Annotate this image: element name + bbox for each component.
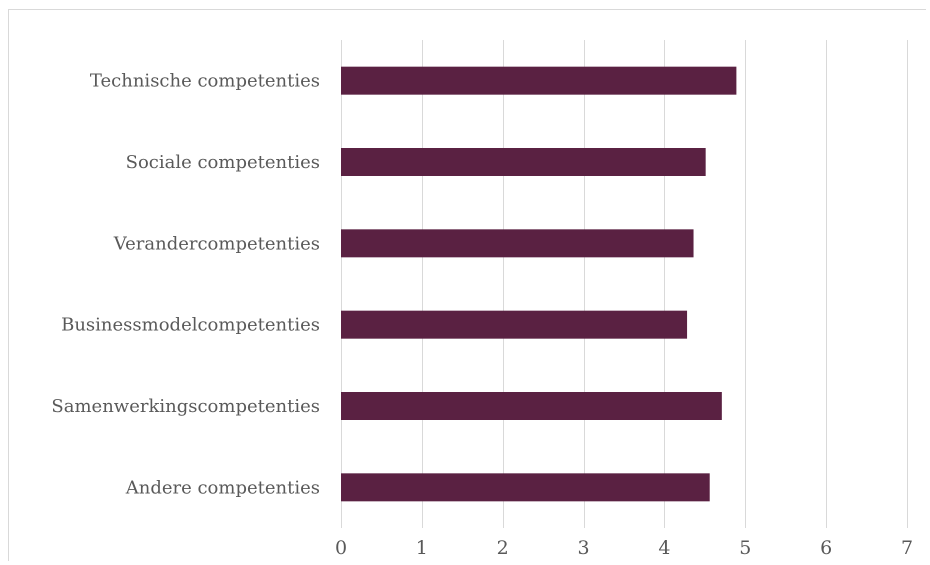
category-label-2: Sociale competenties (126, 152, 320, 173)
x-tick-label-4: 4 (658, 537, 670, 559)
bar-2 (341, 148, 706, 176)
category-label-5: Samenwerkingscompetenties (51, 396, 320, 417)
bar-1 (341, 66, 737, 95)
bar-4 (341, 310, 688, 339)
category-label-6: Andere competenties (125, 477, 320, 498)
x-tick-label-2: 2 (497, 537, 509, 559)
bar-5 (341, 392, 722, 420)
x-axis-tick-labels: 0 1 2 3 4 5 6 7 (335, 537, 913, 559)
bars (341, 66, 737, 502)
category-labels: Technische competenties Sociale competent… (51, 71, 320, 499)
category-label-4: Businessmodelcompetenties (61, 315, 320, 336)
category-label-3: Verandercompetenties (113, 233, 320, 254)
chart-frame (8, 9, 926, 561)
x-tick-label-7: 7 (901, 537, 913, 559)
x-tick-label-0: 0 (335, 537, 347, 559)
x-tick-label-6: 6 (820, 537, 832, 559)
gridlines (341, 40, 908, 528)
x-tick-label-3: 3 (578, 537, 590, 559)
bar-3 (341, 229, 694, 258)
x-tick-label-5: 5 (739, 537, 751, 559)
bar-6 (341, 473, 710, 502)
x-tick-label-1: 1 (416, 537, 428, 559)
category-label-1: Technische competenties (90, 71, 320, 92)
